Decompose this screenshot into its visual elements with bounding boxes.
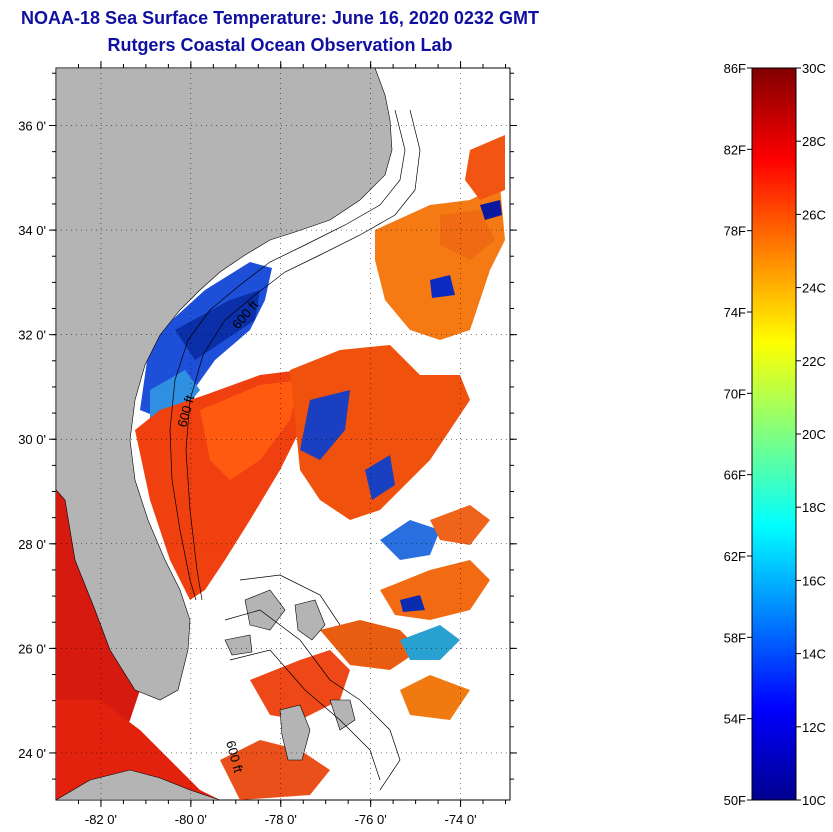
lon-label: -76 0': [355, 812, 387, 827]
lat-label: 24 0': [18, 746, 46, 761]
colorbar-c-label: 24C: [802, 281, 826, 296]
lat-label: 26 0': [18, 641, 46, 656]
sst-data-layer: [56, 135, 505, 800]
colorbar-c-label: 12C: [802, 720, 826, 735]
lon-label: -80 0': [175, 812, 207, 827]
map-axes: 36 0' 34 0' 32 0' 30 0' 28 0' 26 0' 24 0' -82 0…: [18, 61, 517, 827]
colorbar-f-label: 70F: [724, 386, 746, 401]
map-subtitle: Rutgers Coastal Ocean Observation Lab: [107, 35, 453, 55]
colorbar-c-label: 14C: [802, 647, 826, 662]
colorbar-c-label: 10C: [802, 793, 826, 808]
colorbar-ticks: 86F 82F 78F 74F 70F 66F 62F 58F 54F 50F 30C 28C 26C 2…: [724, 61, 826, 808]
colorbar-f-label: 86F: [724, 61, 746, 76]
colorbar-f-label: 62F: [724, 549, 746, 564]
colorbar-c-label: 30C: [802, 61, 826, 76]
lat-label: 34 0': [18, 223, 46, 238]
colorbar-f-label: 66F: [724, 468, 746, 483]
colorbar-c-label: 20C: [802, 427, 826, 442]
graticule: [56, 68, 510, 800]
colorbar-c-label: 16C: [802, 573, 826, 588]
colorbar-f-label: 78F: [724, 224, 746, 239]
lon-label: -78 0': [265, 812, 297, 827]
lat-label: 30 0': [18, 432, 46, 447]
isobath-contours: [169, 109, 421, 791]
colorbar-c-label: 18C: [802, 500, 826, 515]
map-title: NOAA-18 Sea Surface Temperature: June 16…: [21, 8, 539, 28]
us-mainland: [56, 68, 393, 701]
colorbar-f-label: 54F: [724, 712, 746, 727]
colorbar-f-label: 50F: [724, 793, 746, 808]
lat-label: 32 0': [18, 328, 46, 343]
colorbar-c-label: 22C: [802, 354, 826, 369]
colorbar-f-label: 58F: [724, 630, 746, 645]
land-layer: [56, 68, 393, 800]
lat-label: 28 0': [18, 537, 46, 552]
colorbar-f-label: 82F: [724, 142, 746, 157]
colorbar: [751, 67, 797, 801]
colorbar-c-label: 26C: [802, 207, 826, 222]
lon-label: -82 0': [85, 812, 117, 827]
lat-label: 36 0': [18, 119, 46, 134]
lon-label: -74 0': [444, 812, 476, 827]
gulf-stream-patch: [290, 345, 470, 520]
colorbar-f-label: 74F: [724, 305, 746, 320]
colorbar-c-label: 28C: [802, 134, 826, 149]
